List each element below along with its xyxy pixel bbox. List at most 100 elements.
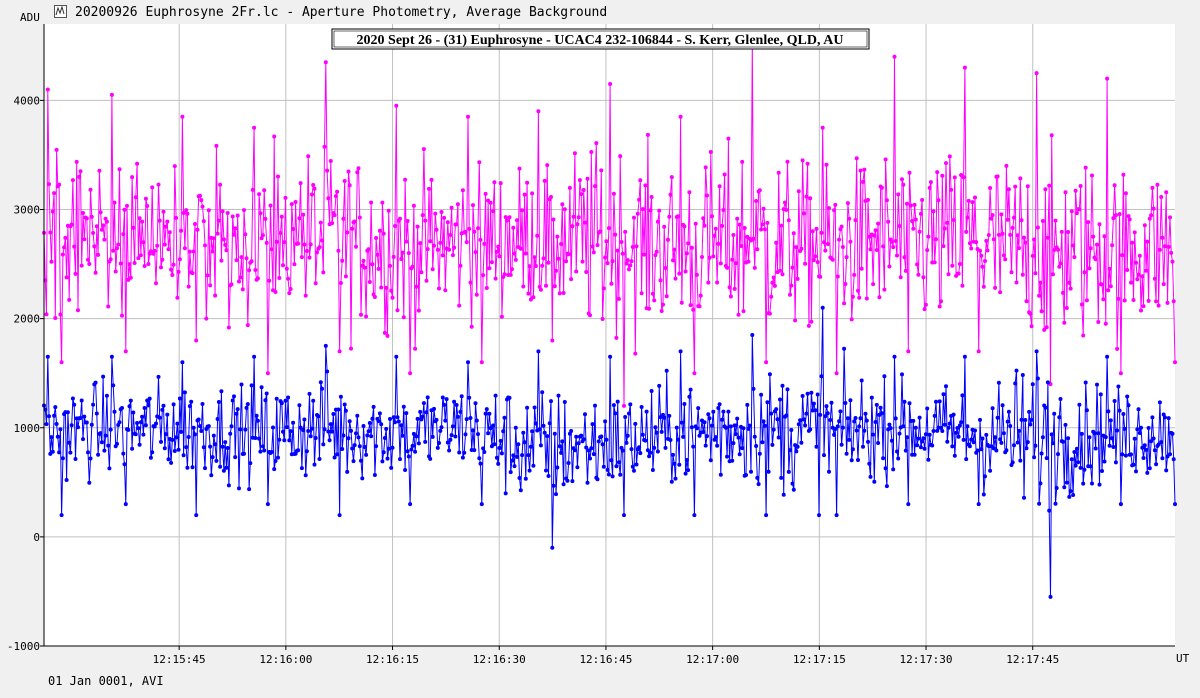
series-1-point — [642, 252, 647, 257]
x-tick-label: 12:16:30 — [473, 653, 526, 666]
series-2-point — [54, 422, 59, 426]
series-2-point — [915, 443, 920, 448]
series-1-point — [191, 249, 196, 254]
series-1-point — [481, 273, 486, 278]
series-1-point — [447, 247, 452, 252]
series-2-point — [86, 450, 90, 455]
series-2-point — [606, 472, 611, 477]
series-1-point — [389, 288, 394, 293]
series-2-point — [414, 434, 419, 439]
series-1-point — [1151, 206, 1156, 211]
series-2-point — [393, 420, 397, 425]
series-1-point — [1014, 280, 1019, 285]
series-2-point — [697, 433, 702, 438]
series-2-point — [73, 457, 78, 461]
series-2-point — [255, 418, 260, 423]
series-2-point — [331, 412, 336, 416]
series-1-point — [317, 245, 322, 250]
series-2-point — [701, 430, 706, 434]
series-2-point — [265, 502, 270, 507]
series-1-point — [225, 211, 230, 215]
series-1-point — [466, 114, 470, 119]
series-2-point — [501, 429, 506, 434]
series-1-point — [166, 247, 171, 252]
series-2-point — [1095, 382, 1099, 387]
series-2-point — [281, 429, 285, 434]
series-2-point — [379, 422, 384, 427]
series-2-point — [634, 462, 639, 467]
series-2-point — [127, 404, 132, 409]
series-2-point — [148, 455, 153, 460]
series-1-point — [135, 161, 140, 166]
series-1-point — [243, 232, 248, 237]
series-1-point — [253, 268, 258, 272]
series-2-point — [211, 433, 216, 438]
series-2-point — [357, 444, 362, 449]
series-2-point — [1173, 502, 1177, 507]
series-1-point — [357, 215, 362, 220]
series-2-point — [961, 437, 966, 442]
series-2-point — [401, 404, 406, 409]
series-1-point — [352, 219, 357, 224]
series-2-point — [673, 476, 678, 481]
series-2-point — [533, 421, 538, 426]
series-1-point — [941, 244, 946, 249]
series-1-point — [1146, 298, 1151, 303]
series-1-point — [694, 272, 699, 277]
series-2-point — [861, 444, 865, 449]
series-2-point — [637, 445, 642, 450]
series-2-point — [138, 420, 143, 425]
series-2-point — [391, 415, 396, 420]
series-2-point — [829, 400, 834, 405]
series-1-point — [223, 242, 228, 247]
series-2-point — [600, 442, 605, 447]
series-1-point — [52, 191, 57, 196]
series-2-point — [866, 439, 870, 444]
series-2-point — [345, 469, 350, 474]
series-1-point — [1057, 264, 1062, 269]
series-1-point — [577, 178, 582, 183]
series-1-point — [970, 200, 975, 205]
series-2-point — [618, 472, 623, 477]
series-1-point — [973, 195, 977, 200]
series-2-point — [1047, 508, 1052, 513]
series-1-point — [70, 178, 75, 183]
series-1-point — [278, 231, 283, 235]
series-1-point — [1159, 195, 1164, 199]
series-1-point — [298, 181, 303, 186]
series-1-point — [712, 233, 717, 238]
series-1-point — [663, 266, 668, 270]
series-1-point — [874, 248, 879, 252]
series-1-point — [211, 236, 216, 241]
series-1-point — [947, 154, 952, 159]
series-1-point — [691, 307, 696, 312]
series-1-point — [483, 191, 488, 196]
series-1-point — [273, 290, 278, 294]
series-2-point — [384, 426, 389, 431]
series-2-point — [520, 453, 525, 458]
series-1-point — [926, 234, 931, 239]
series-2-point — [199, 429, 204, 433]
series-2-point — [779, 475, 784, 480]
series-2-point — [1024, 446, 1029, 451]
series-2-point — [585, 480, 590, 485]
series-2-point — [135, 421, 140, 425]
series-2-point — [842, 346, 847, 351]
series-1-point — [181, 211, 186, 215]
series-2-point — [575, 465, 580, 470]
series-1-point — [1134, 260, 1138, 265]
series-1-point — [89, 214, 94, 219]
series-2-point — [389, 465, 394, 470]
series-1-point — [143, 196, 148, 201]
series-2-point — [1116, 384, 1121, 389]
series-2-point — [311, 398, 316, 403]
series-1-point — [172, 164, 177, 169]
series-2-point — [624, 440, 629, 445]
series-2-point — [416, 441, 421, 446]
series-2-point — [1056, 452, 1060, 457]
series-1-point — [312, 186, 317, 191]
series-1-point — [93, 270, 98, 275]
series-1-point — [882, 287, 887, 292]
series-1-point — [538, 287, 543, 292]
